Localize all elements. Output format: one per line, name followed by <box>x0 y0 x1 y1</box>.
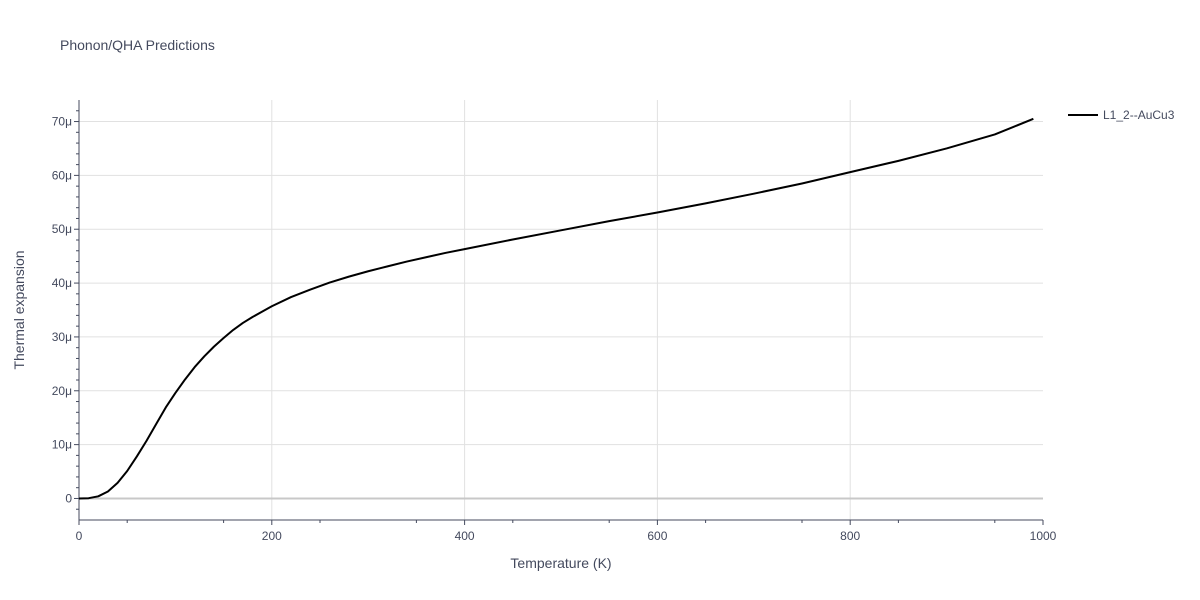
grid <box>79 100 1043 520</box>
x-axis-title: Temperature (K) <box>510 555 611 571</box>
y-tick-label: 60μ <box>52 168 72 182</box>
y-ticks: 0 10μ 20μ 30μ 40μ 50μ 60μ 70μ <box>52 110 79 510</box>
y-tick-label: 40μ <box>52 276 72 290</box>
y-tick-label: 0 <box>65 491 72 505</box>
x-tick-label: 600 <box>647 529 667 543</box>
x-tick-label: 0 <box>76 529 83 543</box>
y-tick-label: 30μ <box>52 330 72 344</box>
series-line <box>78 117 1034 500</box>
y-tick-label: 20μ <box>52 384 72 398</box>
legend[interactable]: L1_2--AuCu3 <box>1068 108 1175 122</box>
chart-title: Phonon/QHA Predictions <box>60 37 215 53</box>
x-ticks: 0 200 400 600 800 1000 <box>76 520 1057 543</box>
legend-label: L1_2--AuCu3 <box>1103 108 1175 122</box>
x-tick-label: 1000 <box>1030 529 1057 543</box>
x-tick-label: 200 <box>262 529 282 543</box>
y-tick-label: 70μ <box>52 115 72 129</box>
x-tick-label: 800 <box>840 529 860 543</box>
y-axis-title: Thermal expansion <box>11 250 27 369</box>
y-tick-label: 50μ <box>52 222 72 236</box>
x-tick-label: 400 <box>455 529 475 543</box>
plot-lines <box>78 117 1034 500</box>
axes <box>78 100 1043 521</box>
y-tick-label: 10μ <box>52 438 72 452</box>
